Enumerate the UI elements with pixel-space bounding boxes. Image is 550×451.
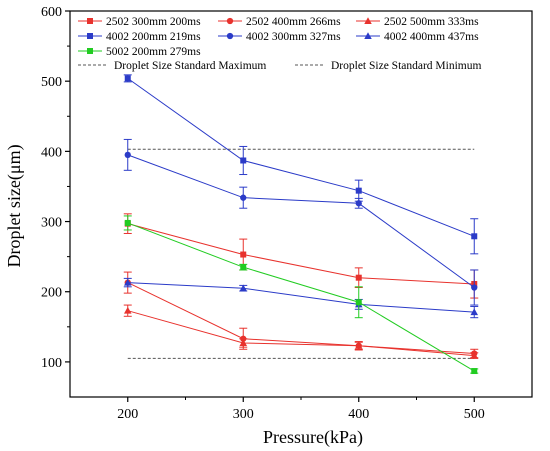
data-point xyxy=(240,251,247,258)
x-tick-label: 200 xyxy=(117,407,138,422)
legend-label: 2502 400mm 266ms xyxy=(246,16,341,28)
legend-label: Droplet Size Standard Minimum xyxy=(331,60,481,72)
series-line xyxy=(127,222,475,372)
legend-item: 2502 500mm 333ms xyxy=(356,16,479,28)
legend-item: 2502 400mm 266ms xyxy=(218,16,341,28)
series-4 xyxy=(123,138,479,306)
y-tick-label: 600 xyxy=(41,5,62,20)
legend-label: 4002 300mm 327ms xyxy=(246,31,341,43)
legend-label: 2502 300mm 200ms xyxy=(106,16,201,28)
legend-label: 4002 400mm 437ms xyxy=(384,31,479,43)
legend-item: Droplet Size Standard Maximum xyxy=(78,60,266,72)
legend-marker xyxy=(364,32,372,39)
data-point xyxy=(124,75,131,82)
series-line xyxy=(127,77,475,237)
data-point xyxy=(124,278,132,286)
data-point xyxy=(355,187,362,194)
legend: 2502 300mm 200ms 2502 400mm 266ms 2502 500… xyxy=(78,16,481,72)
legend-marker xyxy=(226,17,234,25)
legend-label: 2502 500mm 333ms xyxy=(384,16,479,28)
data-point xyxy=(239,284,247,292)
series-line xyxy=(127,154,475,288)
legend-label: 5002 200mm 279ms xyxy=(106,46,201,58)
data-point xyxy=(240,194,247,201)
data-point xyxy=(124,306,132,314)
legend-marker xyxy=(226,32,234,40)
series-line xyxy=(127,310,475,357)
data-point xyxy=(355,200,362,207)
data-point xyxy=(239,339,247,346)
series-3 xyxy=(123,74,479,255)
legend-item: 2502 300mm 200ms xyxy=(78,16,201,28)
series-2 xyxy=(123,304,479,359)
axes: 200 300 400 500 100 200 300 400 500 600 xyxy=(41,5,485,422)
legend-marker xyxy=(87,18,93,24)
legend-item: 4002 300mm 327ms xyxy=(218,31,341,43)
data-point xyxy=(471,368,478,375)
y-tick-label: 200 xyxy=(41,286,62,301)
y-tick-label: 300 xyxy=(41,216,62,231)
y-tick-label: 100 xyxy=(41,356,62,371)
legend-marker xyxy=(87,33,93,39)
legend-item: 4002 400mm 437ms xyxy=(356,31,479,43)
legend-marker xyxy=(87,48,93,54)
legend-item: 5002 200mm 279ms xyxy=(78,46,201,58)
data-point xyxy=(124,219,131,226)
legend-label: Droplet Size Standard Maximum xyxy=(114,60,266,72)
legend-item: 4002 200mm 219ms xyxy=(78,31,201,43)
x-tick-label: 400 xyxy=(348,407,369,422)
data-point xyxy=(355,274,362,281)
x-axis-title: Pressure(kPa) xyxy=(263,427,363,448)
legend-label: 4002 200mm 219ms xyxy=(106,31,201,43)
data-point xyxy=(471,284,478,291)
data-point xyxy=(355,299,362,306)
y-axis-title: Droplet size(μm) xyxy=(4,144,25,267)
x-tick-label: 300 xyxy=(233,407,254,422)
x-tick-label: 500 xyxy=(464,407,485,422)
data-point xyxy=(240,157,247,164)
series-layer xyxy=(123,74,479,375)
data-point xyxy=(470,308,478,316)
y-tick-label: 400 xyxy=(41,145,62,160)
data-point xyxy=(471,233,478,240)
legend-marker xyxy=(364,17,372,24)
legend-item: Droplet Size Standard Minimum xyxy=(295,60,481,72)
data-point xyxy=(124,151,131,159)
data-point xyxy=(355,342,363,349)
series-line xyxy=(127,223,475,285)
series-6 xyxy=(123,215,479,375)
reference-lines xyxy=(127,148,475,359)
series-line xyxy=(127,282,475,313)
data-point xyxy=(470,351,478,359)
data-point xyxy=(240,264,247,271)
y-tick-label: 500 xyxy=(41,75,62,90)
series-line xyxy=(127,282,475,354)
